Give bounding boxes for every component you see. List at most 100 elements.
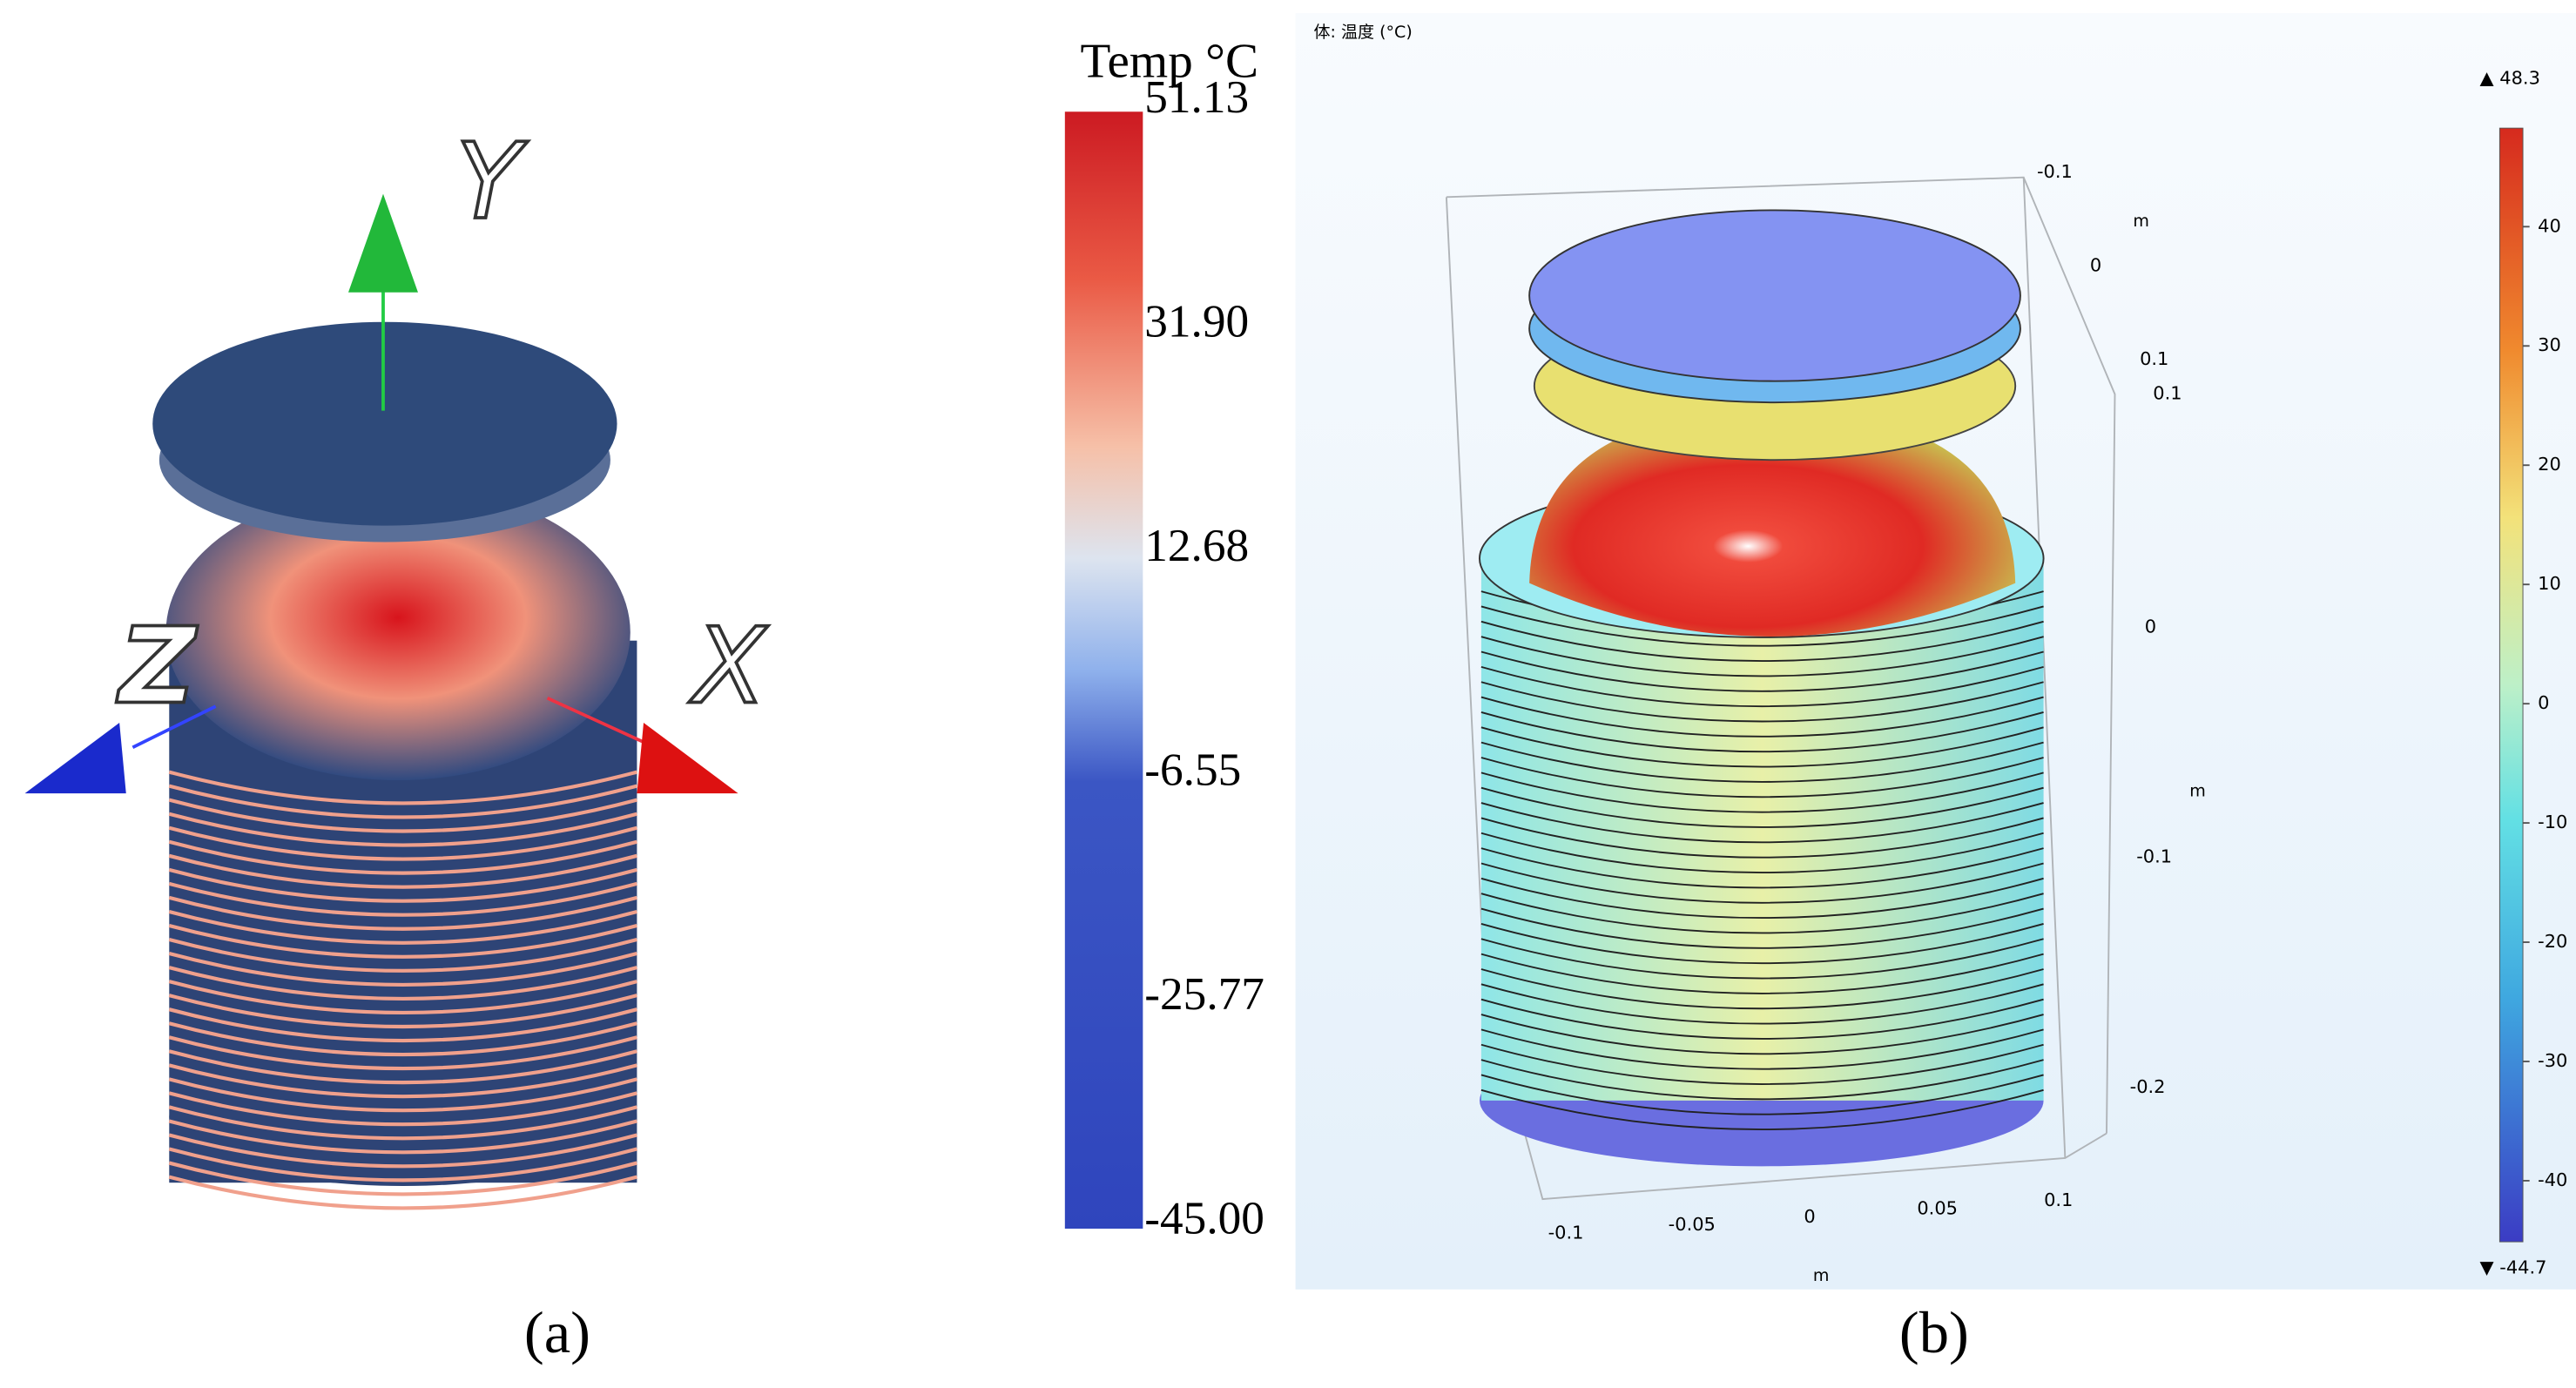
stripe <box>168 952 637 987</box>
z-axis <box>131 704 217 749</box>
stripe <box>168 1077 637 1113</box>
x-axis <box>546 697 657 750</box>
stripe <box>168 994 637 1029</box>
ring <box>1480 665 2044 708</box>
legend-title: Temp °C <box>1081 34 1259 89</box>
colorbar <box>2498 127 2524 1243</box>
axis-label: -0.1 <box>2037 161 2073 182</box>
stripe <box>168 839 637 875</box>
ring <box>1480 1074 2044 1115</box>
axis-label: Y <box>456 120 528 243</box>
ring <box>1480 786 2044 828</box>
bounding-box <box>1445 176 2116 1201</box>
caption: (b) <box>1899 1299 1969 1365</box>
colorbar-label: -40 <box>2538 1169 2567 1190</box>
stripe <box>168 1035 637 1071</box>
z-cone <box>24 723 126 794</box>
plot-title: 体: 温度 (°C) <box>1314 23 1413 42</box>
colorbar-label: -10 <box>2538 812 2567 832</box>
ring <box>1480 938 2044 980</box>
stripe <box>168 938 637 973</box>
y-cone <box>347 193 418 293</box>
axis-unit: m <box>1813 1266 1830 1285</box>
ring <box>1480 681 2044 723</box>
stripe <box>168 1105 637 1141</box>
stripe <box>168 798 637 833</box>
colorbar-label: -45.00 <box>1144 1194 1264 1244</box>
stripe <box>168 980 637 1015</box>
stripe <box>168 867 637 903</box>
colorbar-label: -25.77 <box>1144 969 1264 1020</box>
stripe <box>168 1147 637 1182</box>
stripes <box>168 770 637 1210</box>
stripes <box>1480 590 2044 1131</box>
stripe <box>168 784 637 819</box>
ring <box>1480 605 2044 647</box>
ring <box>1480 1043 2044 1085</box>
stripe <box>168 1119 637 1155</box>
colorbar-label: 0 <box>2538 692 2549 713</box>
colorbar <box>1064 111 1143 1230</box>
min-label: ▼ -44.7 <box>2480 1257 2547 1277</box>
ring <box>1480 968 2044 1010</box>
colorbar-label: 30 <box>2538 334 2561 355</box>
ring <box>1480 922 2044 965</box>
stripe <box>168 1091 637 1127</box>
stripe <box>168 825 637 861</box>
colorbar-label: 20 <box>2538 454 2561 475</box>
ring <box>1480 802 2044 844</box>
cylinder-base <box>169 1048 637 1186</box>
colorbar-label: 10 <box>2538 573 2561 594</box>
colorbar-label: 40 <box>2538 215 2561 236</box>
axis-unit: m <box>2133 212 2149 231</box>
stripe <box>168 881 637 917</box>
ring <box>1480 998 2044 1040</box>
stripe <box>168 1175 637 1210</box>
ring <box>1480 877 2044 920</box>
colorbar-label: 51.13 <box>1144 72 1249 123</box>
ring <box>1480 983 2044 1025</box>
axis-label: 0 <box>2145 617 2156 637</box>
axis-label: -0.1 <box>1548 1223 1584 1243</box>
axis-label: -0.1 <box>2136 846 2172 867</box>
ring <box>1480 711 2044 753</box>
stripe <box>168 1021 637 1057</box>
max-label: ▲ 48.3 <box>2480 68 2540 89</box>
x-cone <box>637 723 738 794</box>
ring <box>1480 1059 2044 1101</box>
colorbar-label: -20 <box>2538 931 2567 952</box>
stripe <box>168 1049 637 1085</box>
ring <box>1480 636 2044 677</box>
ring <box>1480 953 2044 994</box>
dome <box>1529 410 2016 637</box>
ring <box>1480 696 2044 738</box>
cylinder-body <box>1480 558 2044 1101</box>
bulge <box>165 484 631 781</box>
stripe <box>168 1007 637 1043</box>
axis-unit: m <box>2189 782 2206 801</box>
axis-label: 0 <box>1804 1206 1815 1227</box>
top-disk <box>152 321 617 526</box>
colorbar-label: -6.55 <box>1144 745 1241 796</box>
colorbar-label: 31.90 <box>1144 297 1249 347</box>
stripe <box>168 812 637 847</box>
stripe <box>168 966 637 1001</box>
panel-b: 体: 温度 (°C) ▲ 48.3 ▼ -44.7 40 30 20 10 0 -10 -2… <box>1295 13 2576 1365</box>
ring <box>1480 620 2044 663</box>
ring <box>1480 832 2044 873</box>
axis-label: -0.2 <box>2130 1076 2166 1097</box>
ring <box>1480 1028 2044 1070</box>
ring <box>1480 907 2044 949</box>
axis-label: 0 <box>2090 255 2101 276</box>
ring <box>1480 817 2044 859</box>
ring <box>1480 741 2044 783</box>
ring <box>1480 847 2044 889</box>
stripe <box>168 909 637 945</box>
ring <box>1480 1088 2044 1131</box>
axis-label: Z <box>116 604 198 727</box>
stripe <box>168 770 637 805</box>
top-disk <box>1528 209 2021 382</box>
axis-label: 0.1 <box>2140 348 2168 369</box>
panel-a: Y Z X Temp °C 51.13 31.90 12.68 -6.55 -25.77… <box>24 34 1264 1365</box>
